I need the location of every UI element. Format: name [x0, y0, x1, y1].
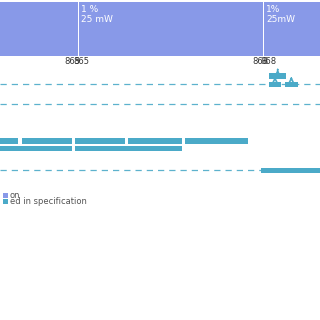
- Text: 1 %
25 mW: 1 % 25 mW: [81, 5, 113, 24]
- Bar: [0, 146, 72, 151]
- Text: 1%
25mW: 1% 25mW: [266, 5, 295, 24]
- Bar: [3, 199, 8, 204]
- Text: 865: 865: [73, 57, 89, 66]
- Bar: [0, 2, 78, 56]
- Bar: [0, 138, 18, 144]
- Bar: [261, 168, 320, 173]
- Bar: [75, 138, 125, 144]
- Text: 868: 868: [260, 57, 277, 66]
- Text: on: on: [10, 191, 20, 200]
- Text: 868: 868: [252, 57, 268, 66]
- Bar: [185, 138, 248, 144]
- Text: 865: 865: [65, 57, 81, 66]
- Bar: [269, 73, 286, 79]
- Bar: [264, 2, 320, 56]
- Bar: [128, 138, 182, 144]
- Text: ed in specification: ed in specification: [10, 197, 86, 206]
- Bar: [22, 138, 72, 144]
- Bar: [75, 146, 182, 151]
- Bar: [79, 2, 263, 56]
- Bar: [3, 193, 8, 198]
- Bar: [269, 82, 281, 87]
- Bar: [285, 82, 298, 87]
